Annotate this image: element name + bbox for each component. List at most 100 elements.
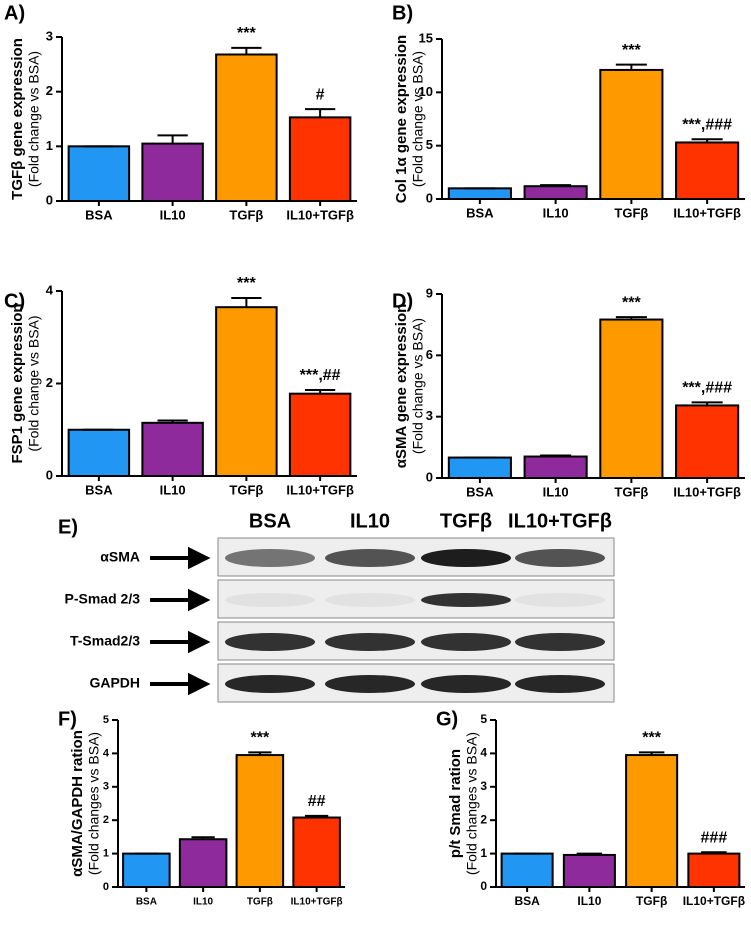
lane-label: IL10+TGFβ — [508, 510, 612, 532]
y-axis-subtitle: (Fold change vs BSA) — [410, 318, 426, 454]
bar — [599, 318, 664, 479]
blot-band — [225, 675, 315, 693]
y-axis-title: αSMA gene expression — [393, 304, 410, 469]
bar — [292, 816, 341, 889]
y-tick-label: 5 — [103, 714, 109, 726]
significance-label: *** — [237, 25, 256, 42]
blot-row-label: P-Smad 2/3 — [65, 591, 141, 607]
blot-band — [225, 633, 315, 651]
bar — [67, 145, 131, 202]
panel-label: B) — [392, 2, 413, 24]
bar — [447, 456, 512, 479]
significance-label: *** — [237, 275, 256, 292]
panel-label: A) — [4, 2, 25, 24]
x-tick-label: BSA — [85, 207, 113, 222]
bar — [215, 306, 278, 477]
y-axis-subtitle: (Fold change vs BSA) — [26, 51, 42, 187]
x-tick-label: BSA — [136, 897, 157, 908]
y-axis-subtitle: (Fold changes vs BSA) — [86, 732, 102, 875]
bar — [122, 852, 171, 888]
y-tick-label: 9 — [426, 285, 433, 300]
significance-label: ***,### — [682, 380, 732, 397]
x-tick-label: IL10 — [160, 482, 186, 497]
x-tick-label: BSA — [514, 894, 540, 908]
x-tick-label: BSA — [466, 205, 494, 220]
y-tick-label: 4 — [103, 747, 110, 759]
blot-band — [421, 549, 511, 567]
bar — [288, 392, 352, 477]
y-axis-subtitle: (Fold change vs BSA) — [26, 315, 42, 451]
blot-band — [515, 675, 605, 693]
bar — [625, 754, 679, 888]
y-tick-label: 4 — [46, 282, 54, 297]
y-tick-label: 3 — [103, 781, 109, 793]
lane-label: BSA — [249, 510, 291, 532]
bar — [288, 116, 352, 202]
blot-row-label: T-Smad2/3 — [70, 633, 140, 649]
arrow — [150, 630, 211, 654]
y-tick-label: 4 — [480, 746, 487, 760]
x-tick-label: TGFβ — [247, 897, 273, 908]
x-tick-label: IL10 — [160, 207, 186, 222]
y-axis-title: αSMA/GAPDH ration — [69, 730, 86, 877]
significance-label: *** — [622, 42, 641, 59]
y-tick-label: 15 — [419, 30, 433, 45]
x-tick-label: TGFβ — [636, 894, 667, 908]
y-tick-label: 6 — [426, 347, 433, 362]
blot-band — [325, 593, 415, 607]
panel-label: D) — [392, 290, 413, 312]
y-tick-label: 0 — [103, 881, 109, 893]
significance-label: *** — [642, 730, 661, 747]
y-tick-label: 0 — [46, 192, 53, 207]
y-axis-subtitle: (Fold changes vs BSA) — [464, 732, 480, 875]
bar — [67, 428, 131, 477]
blot-band — [515, 593, 605, 607]
y-tick-label: 2 — [46, 375, 53, 390]
bar — [687, 852, 741, 888]
bar — [599, 68, 664, 200]
significance-label: ### — [701, 829, 728, 846]
y-tick-label: 0 — [480, 879, 487, 893]
y-tick-label: 1 — [46, 138, 53, 153]
x-tick-label: TGFβ — [229, 207, 263, 222]
significance-label: ## — [308, 793, 326, 810]
y-tick-label: 2 — [46, 83, 53, 98]
x-tick-label: IL10+TGFβ — [286, 482, 354, 497]
blot-band — [515, 633, 605, 651]
y-tick-label: 2 — [103, 814, 109, 826]
significance-label: # — [316, 86, 325, 103]
blot-strip — [217, 579, 615, 619]
y-tick-label: 3 — [480, 779, 487, 793]
y-tick-label: 1 — [480, 846, 487, 860]
y-tick-label: 2 — [480, 812, 487, 826]
significance-label: *** — [251, 730, 270, 747]
blot-band — [421, 675, 511, 693]
x-tick-label: TGFβ — [614, 205, 648, 220]
panel-label: E) — [58, 516, 78, 538]
y-tick-label: 3 — [46, 28, 53, 43]
bar — [675, 404, 740, 479]
significance-label: *** — [622, 294, 641, 311]
x-tick-label: TGFβ — [229, 482, 263, 497]
y-axis-title: p/t Smad ration — [447, 749, 464, 858]
arrow — [150, 672, 211, 696]
bar — [141, 421, 204, 477]
blot-band — [225, 593, 315, 607]
significance-label: ***,### — [682, 116, 732, 133]
y-tick-label: 0 — [426, 190, 433, 205]
blot-band — [325, 675, 415, 693]
x-tick-label: IL10 — [543, 484, 569, 499]
bar — [523, 455, 588, 479]
blot-band — [325, 549, 415, 567]
bar — [562, 853, 616, 888]
x-tick-label: IL10+TGFβ — [286, 207, 354, 222]
y-tick-label: 0 — [426, 469, 433, 484]
lane-label: IL10 — [350, 510, 390, 532]
y-axis-title: Col 1α gene expression — [393, 35, 410, 203]
bar — [523, 185, 588, 200]
y-axis-subtitle: (Fold change vs BSA) — [410, 51, 426, 187]
blot-band — [325, 633, 415, 651]
x-tick-label: IL10+TGFβ — [673, 205, 741, 220]
y-tick-label: 5 — [426, 137, 433, 152]
